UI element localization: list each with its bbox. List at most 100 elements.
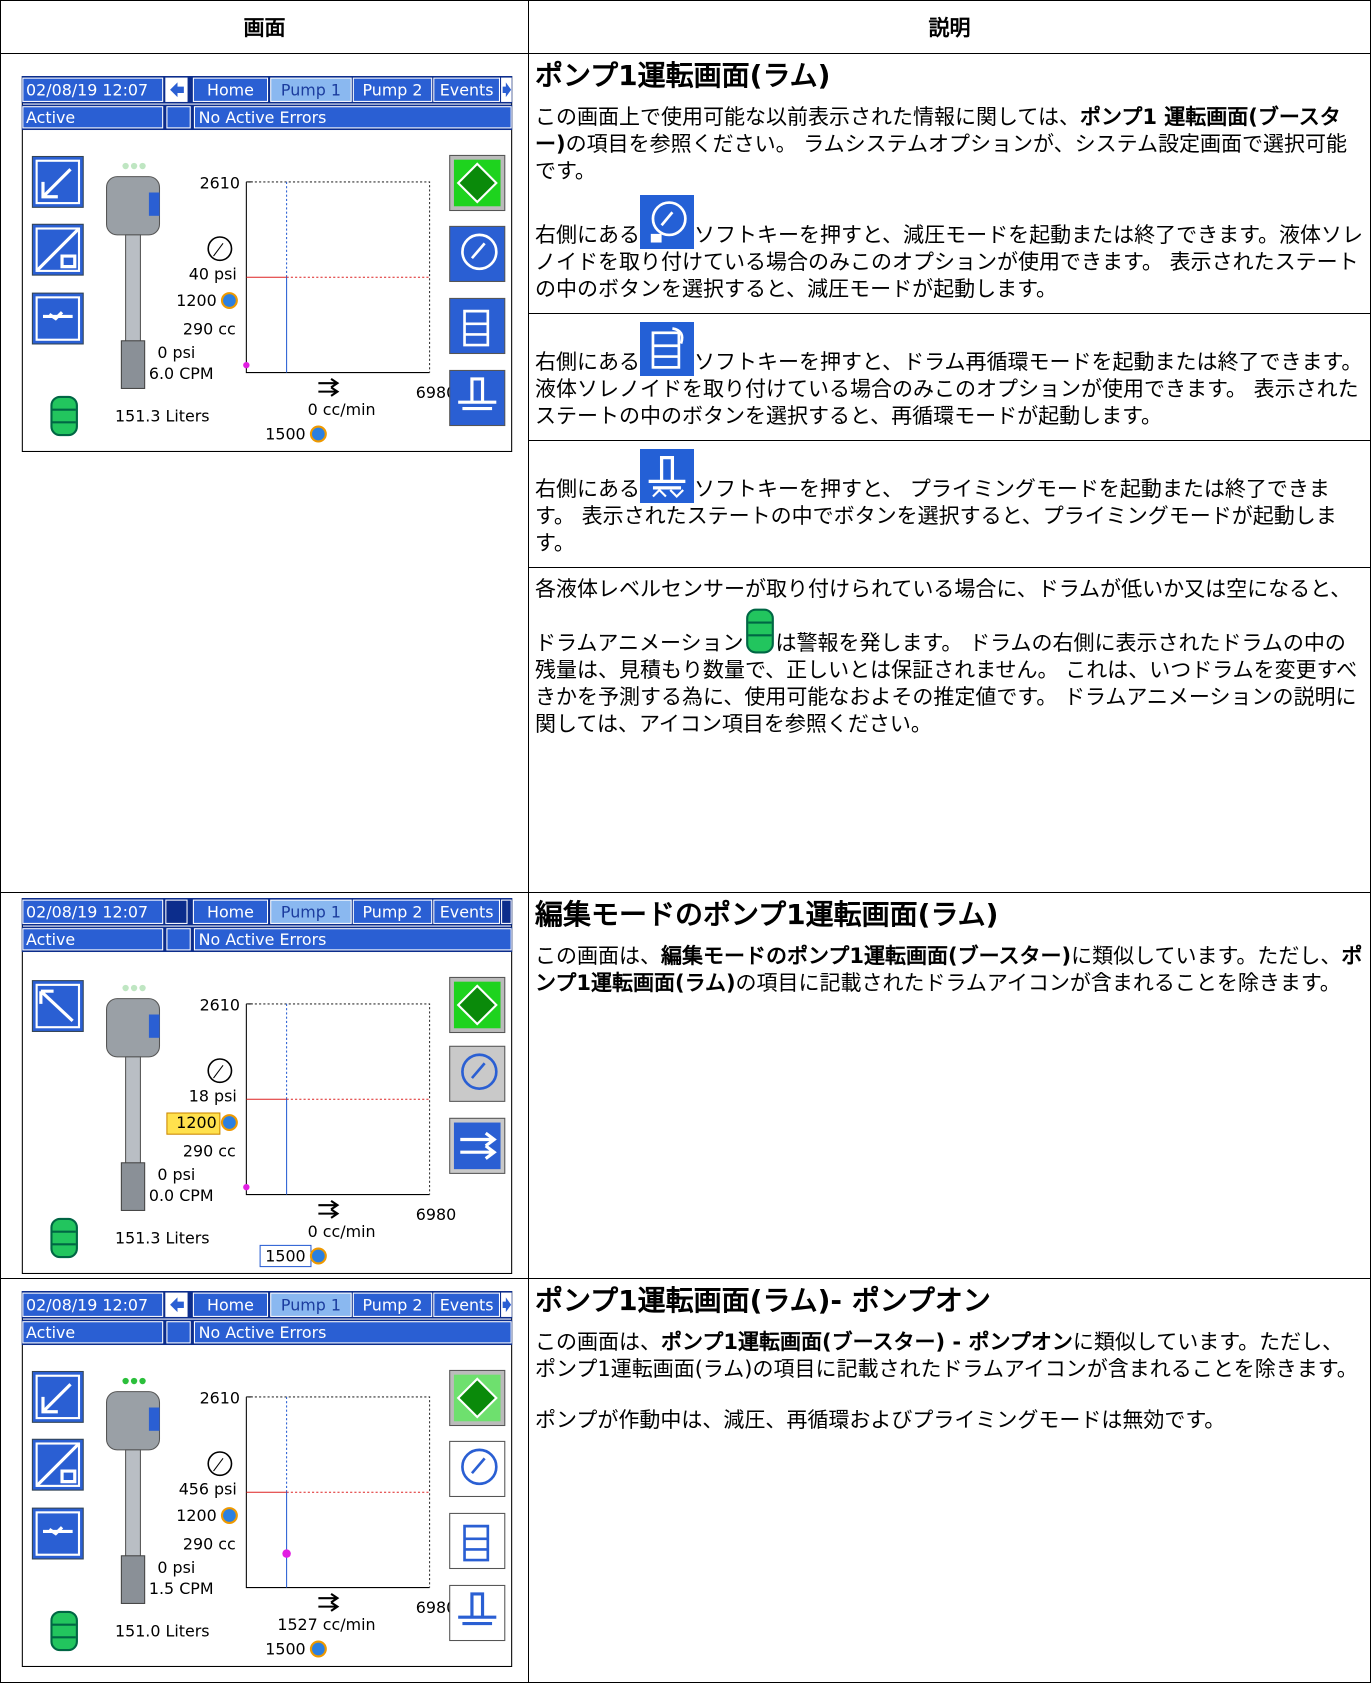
status-dot — [122, 162, 129, 170]
paragraph: 各液体レベルセンサーが取り付けられている場合に、ドラムが低いか又は空になると、ド… — [535, 576, 1364, 738]
button-glyph — [470, 1457, 486, 1475]
pump-lower — [120, 1555, 146, 1604]
text: 右側にある — [535, 223, 640, 247]
drum-icon — [50, 1610, 78, 1652]
button-glyph — [35, 227, 81, 273]
gauge-needle — [213, 1458, 224, 1472]
button-frame — [35, 983, 81, 1029]
screen-image: 02/08/19 12:07 Home Pump 1 Pump 2 Events Acti… — [21, 1291, 513, 1667]
drum-bands — [52, 1230, 76, 1246]
button-glyph — [41, 1383, 72, 1414]
button-glyph — [41, 168, 72, 199]
section-title: 編集モードのポンプ1運転画面(ラム) — [535, 898, 999, 931]
nav-arrow — [502, 82, 512, 98]
pressure-target: 1200 — [176, 1506, 216, 1525]
chart-frame — [246, 181, 431, 373]
button-glyph — [461, 1448, 498, 1486]
text: 右側にある — [535, 477, 640, 501]
paragraph: 右側にある ソフトキーを押すと、 プライミングモードを起動または終了できます。 表… — [535, 449, 1364, 557]
outlet-pressure: 0 psi — [157, 1558, 195, 1577]
target-icon — [220, 292, 238, 310]
nav-arrow — [170, 82, 184, 98]
status-dot — [130, 162, 138, 170]
pump-lower — [120, 340, 146, 389]
button-glyph — [39, 989, 74, 1023]
text: ポンプが作動中は、減圧、再循環およびプライミングモードは無効です。 — [535, 1408, 1226, 1432]
errors: No Active Errors — [199, 108, 327, 127]
tab: Pump 2 — [362, 1295, 422, 1314]
start-glyph — [456, 162, 498, 204]
gauge-needle — [213, 1065, 224, 1079]
volume: 290 cc — [183, 320, 236, 339]
button-glyph — [470, 1062, 486, 1079]
drum-level: 151.0 Liters — [115, 1622, 210, 1641]
status-dot — [122, 1377, 129, 1385]
box — [22, 1321, 164, 1344]
gauge-icon — [207, 1451, 233, 1477]
button-frame — [35, 1442, 81, 1487]
screen-image: 02/08/19 12:07 Home Pump 1 Pump 2 Events Acti… — [21, 76, 513, 452]
gauge-icon — [207, 236, 233, 262]
box — [270, 899, 352, 924]
flow-icon — [318, 378, 340, 397]
relief-icon — [640, 195, 694, 249]
chart-frame — [246, 1003, 431, 1195]
y-max: 2610 — [200, 996, 240, 1015]
flow-target: 1500 — [265, 425, 305, 444]
paragraph: ポンプが作動中は、減圧、再循環およびプライミングモードは無効です。 — [535, 1407, 1364, 1434]
drum-level: 151.3 Liters — [115, 407, 210, 426]
paragraph: この画面上で使用可能な以前表示された情報に関しては、ポンプ1 運転画面(ブースタ… — [535, 104, 1364, 185]
section-title: ポンプ1運転画面(ラム)- ポンプオン — [535, 1284, 991, 1317]
box — [270, 1292, 352, 1317]
text: この画面は、 — [535, 1330, 661, 1354]
status-dot — [139, 1377, 146, 1385]
status: Active — [26, 930, 75, 949]
drum-icon — [50, 395, 78, 437]
text: に類似しています。ただし、 — [1071, 944, 1342, 968]
target-icon — [220, 1114, 238, 1132]
box — [433, 899, 501, 924]
bold-text: ポンプ1運転画面(ブースター) - ポンプオン — [661, 1330, 1073, 1354]
y-max: 2610 — [200, 1389, 240, 1408]
header-cell: 画面 — [0, 0, 529, 54]
x-max: 6980 — [416, 1205, 456, 1224]
button-glyph — [42, 1526, 73, 1536]
flow: 1527 cc/min — [277, 1615, 375, 1634]
button-frame — [35, 1511, 81, 1556]
section-title: ポンプ1運転画面(ラム) — [535, 59, 831, 92]
bold-text: 編集モードのポンプ1運転画面(ブースター) — [661, 944, 1072, 968]
start-glyph — [456, 1377, 498, 1419]
button-frame — [35, 227, 81, 272]
pump-lower — [120, 1162, 146, 1211]
screen-bg — [21, 1291, 513, 1667]
pressure: 40 psi — [189, 265, 237, 284]
outlet-pressure: 0 psi — [157, 343, 195, 362]
text: 右側にある — [535, 350, 640, 374]
box — [22, 106, 164, 129]
box — [433, 1292, 501, 1317]
flow-target: 1500 — [265, 1640, 305, 1659]
screen-bg — [21, 76, 513, 452]
box — [433, 77, 501, 102]
pressure: 18 psi — [189, 1087, 237, 1106]
rate: 6.0 CPM — [149, 364, 214, 383]
separator — [529, 567, 1370, 568]
box — [192, 77, 269, 102]
box — [352, 77, 433, 102]
tab: Events — [440, 1295, 494, 1314]
tab: Pump 1 — [281, 902, 341, 921]
status-dot — [130, 1377, 138, 1385]
pressure-target: 1200 — [176, 1113, 216, 1132]
button-glyph — [463, 309, 490, 347]
status-dot — [139, 162, 146, 170]
box — [193, 928, 512, 951]
text: は警報を発します。 ドラムの右側に表示されたドラムの中の残量は、見積もり数量で、… — [535, 631, 1358, 736]
box — [22, 1292, 164, 1317]
box — [22, 928, 164, 951]
tab: Pump 1 — [281, 1295, 341, 1314]
button-glyph — [42, 311, 73, 321]
box — [193, 1321, 512, 1344]
gauge-needle — [213, 243, 224, 257]
status-dot — [130, 984, 138, 992]
recirculation-icon — [640, 322, 694, 376]
